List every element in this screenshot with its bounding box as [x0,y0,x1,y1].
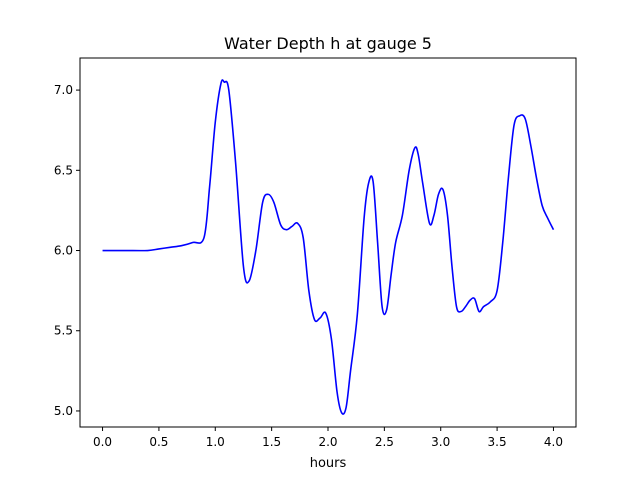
x-axis-label: hours [310,456,347,471]
x-tick-label: 2.5 [375,435,394,449]
x-tick-label: 0.5 [149,435,168,449]
x-tick-label: 1.0 [206,435,225,449]
y-axis: 5.0 5.5 6.0 6.5 7.0 [54,83,80,418]
y-tick-label: 5.0 [54,404,73,418]
x-tick-label: 4.0 [544,435,563,449]
y-tick-label: 6.5 [54,163,73,177]
x-tick-label: 2.0 [318,435,337,449]
x-tick-label: 3.0 [431,435,450,449]
x-tick-label: 1.5 [262,435,281,449]
y-tick-label: 6.0 [54,244,73,258]
x-axis: 0.0 0.5 1.0 1.5 2.0 2.5 3.0 3.5 4.0 [93,427,563,449]
y-tick-label: 5.5 [54,324,73,338]
y-tick-label: 7.0 [54,83,73,97]
x-tick-label: 0.0 [93,435,112,449]
chart-title: Water Depth h at gauge 5 [224,34,432,53]
series-line [102,79,555,415]
x-tick-label: 3.5 [488,435,507,449]
series-layer [102,79,555,415]
